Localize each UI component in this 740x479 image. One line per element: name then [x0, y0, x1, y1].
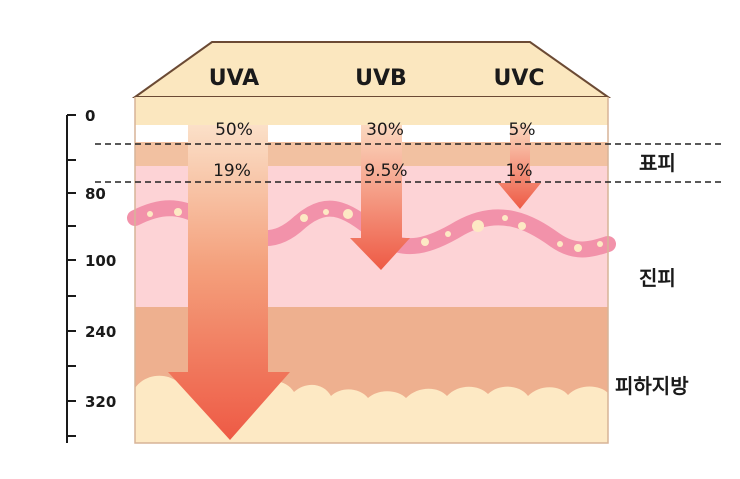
uvc-arrow — [498, 125, 541, 209]
uvb-label: UVB — [355, 66, 407, 91]
uvc-inner-percent: 1% — [506, 161, 533, 181]
depth-tick-100: 100 — [85, 252, 116, 270]
uvc-surface-percent: 5% — [509, 120, 536, 140]
subcutaneous-label: 피하지방 — [615, 374, 689, 398]
dermis-label: 진피 — [639, 266, 676, 290]
depth-tick-240: 240 — [85, 323, 116, 341]
epidermis-label: 표피 — [639, 151, 676, 175]
uva-arrow — [168, 125, 290, 440]
uvb-surface-percent: 30% — [366, 120, 404, 140]
surface-layer — [135, 97, 608, 125]
uva-surface-percent: 50% — [215, 120, 253, 140]
depth-scale — [66, 114, 76, 443]
depth-tick-320: 320 — [85, 393, 116, 411]
skin-block-outline — [134, 97, 609, 444]
uva-label: UVA — [209, 66, 259, 91]
uvb-inner-percent: 9.5% — [364, 161, 407, 181]
uvc-label: UVC — [493, 66, 544, 91]
depth-tick-80: 80 — [85, 185, 106, 203]
depth-tick-0: 0 — [85, 107, 95, 125]
uva-inner-percent: 19% — [213, 161, 251, 181]
uvb-arrow — [350, 125, 410, 270]
